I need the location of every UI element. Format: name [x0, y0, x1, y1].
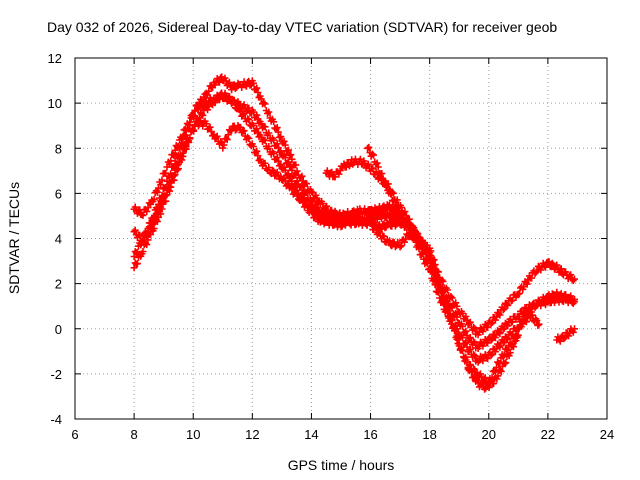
x-tick-label: 8: [130, 427, 137, 442]
x-tick-label: 10: [186, 427, 200, 442]
x-tick-label: 24: [600, 427, 614, 442]
y-tick-label: 8: [55, 141, 62, 156]
x-tick-label: 12: [245, 427, 259, 442]
point-markers-track-g: [553, 325, 578, 345]
x-axis-label: GPS time / hours: [288, 457, 395, 473]
point-markers-track-d: [130, 117, 522, 388]
series-track-g: [553, 325, 578, 345]
x-tick-label: 22: [541, 427, 555, 442]
series-track-e: [322, 155, 543, 393]
point-markers-track-e: [322, 155, 543, 393]
y-tick-label: 2: [55, 277, 62, 292]
series-track-f: [364, 143, 401, 211]
y-tick-label: 6: [55, 186, 62, 201]
y-tick-label: -4: [50, 412, 62, 427]
series-track-d: [130, 117, 522, 388]
point-markers-track-f: [364, 143, 401, 211]
y-tick-label: 10: [48, 96, 62, 111]
y-tick-label: 0: [55, 322, 62, 337]
y-tick-label: 12: [48, 51, 62, 66]
x-tick-label: 18: [422, 427, 436, 442]
x-tick-label: 20: [482, 427, 496, 442]
data-points: [130, 73, 578, 393]
chart-title: Day 032 of 2026, Sidereal Day-to-day VTE…: [47, 19, 557, 35]
x-tick-label: 6: [71, 427, 78, 442]
y-tick-label: -2: [50, 367, 62, 382]
x-tick-label: 16: [363, 427, 377, 442]
x-tick-label: 14: [304, 427, 318, 442]
grid-lines: [75, 58, 607, 419]
y-axis-label: SDTVAR / TECUs: [6, 182, 22, 294]
y-tick-label: 4: [55, 232, 62, 247]
